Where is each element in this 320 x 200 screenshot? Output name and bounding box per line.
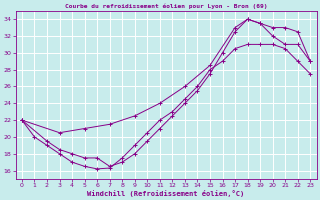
Title: Courbe du refroidissement éolien pour Lyon - Bron (69): Courbe du refroidissement éolien pour Ly…	[65, 3, 267, 9]
X-axis label: Windchill (Refroidissement éolien,°C): Windchill (Refroidissement éolien,°C)	[87, 190, 245, 197]
